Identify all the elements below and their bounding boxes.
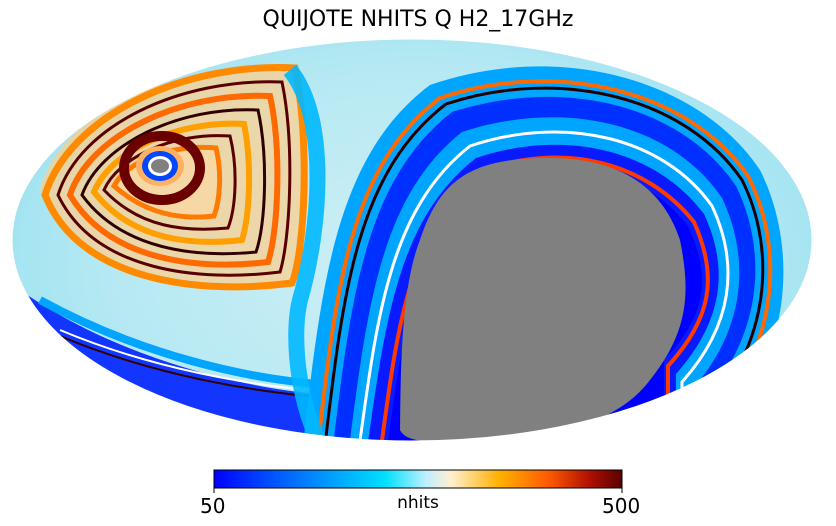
right-band-system — [300, 66, 784, 441]
colorbar-max-label: 500 — [602, 494, 641, 518]
masked-region — [400, 157, 686, 441]
colorbar-min-label: 50 — [200, 494, 226, 518]
colorbar — [213, 469, 623, 489]
left-ring-system — [40, 64, 308, 291]
map-title: QUIJOTE NHITS Q H2_17GHz — [262, 7, 574, 32]
colorbar-label: nhits — [397, 493, 439, 513]
